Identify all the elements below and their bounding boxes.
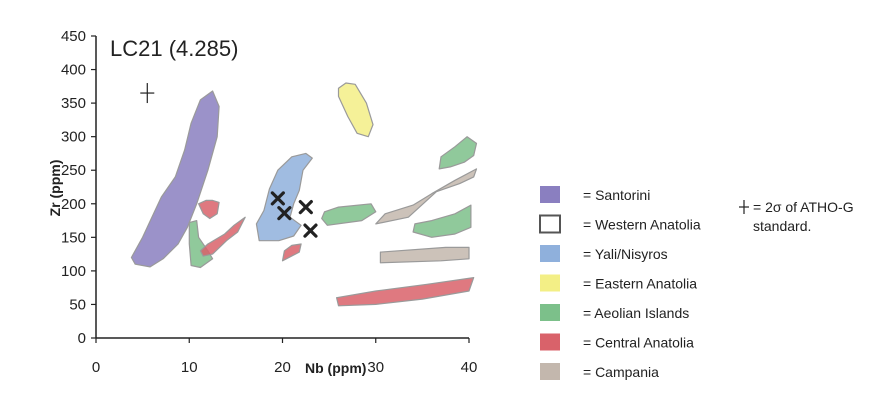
x-tick-label: 20 (274, 359, 291, 376)
legend-swatch (540, 245, 560, 262)
legend-swatch (540, 274, 560, 292)
legend-note-line-1: = 2σ of ATHO-G (753, 199, 854, 215)
legend-label: = Santorini (583, 187, 650, 203)
legend-swatch (540, 363, 560, 380)
sample-cross (303, 223, 318, 238)
y-tick-label: 400 (61, 62, 86, 79)
x-tick-label: 10 (181, 359, 198, 376)
legend-swatch (539, 214, 561, 234)
field-aeolian-islands (412, 204, 472, 238)
field-central-anatolia (281, 243, 302, 262)
legend-label: = Yali/Nisyros (583, 246, 668, 262)
y-ticks: 0 50 100 150 200 250 300 350 400 450 (61, 28, 96, 347)
x-tick-label: 0 (92, 359, 100, 376)
y-tick-label: 450 (61, 28, 86, 45)
legend-label: = Aeolian Islands (583, 305, 689, 321)
legend-entry: = Aeolian Islands (540, 304, 689, 321)
field-campania (375, 168, 478, 225)
legend-note-line-2: standard. (753, 218, 811, 234)
legend-swatch (540, 304, 560, 321)
field-eastern-anatolia (337, 82, 374, 138)
legend-entry: = Eastern Anatolia (540, 274, 697, 292)
error-bar-icon (739, 200, 749, 214)
y-tick-label: 200 (61, 196, 86, 213)
legend-entry: = Santorini (540, 186, 650, 203)
field-campania (379, 246, 470, 264)
y-tick-label: 300 (61, 129, 86, 146)
field-aeolian-islands (321, 203, 377, 226)
sample-marks (140, 83, 318, 238)
legend-swatch (540, 333, 560, 351)
legend-label: = Campania (583, 364, 659, 380)
legend: = Santorini = Western Anatolia = Yali/Nisy… (539, 186, 701, 380)
y-axis-title: Zr (ppm) (47, 160, 63, 217)
field-yali-nisyros (255, 152, 313, 242)
field-central-anatolia (199, 216, 246, 257)
legend-entry: = Central Anatolia (540, 333, 694, 351)
field-central-anatolia (198, 199, 220, 220)
y-tick-label: 0 (78, 330, 86, 347)
compositional-fields (130, 82, 478, 307)
x-axis-title: Nb (ppm) (305, 360, 366, 376)
y-tick-label: 350 (61, 95, 86, 112)
error-bar-marker (140, 83, 155, 104)
legend-label: = Eastern Anatolia (583, 276, 697, 292)
y-tick-label: 100 (61, 263, 86, 280)
sample-cross (270, 191, 285, 206)
legend-label: = Central Anatolia (583, 335, 694, 351)
legend-swatch (540, 186, 560, 203)
legend-entry: = Yali/Nisyros (540, 245, 668, 262)
x-tick-label: 40 (461, 359, 478, 376)
legend-entry: = Western Anatolia (539, 214, 701, 234)
legend-entry: = Campania (540, 363, 659, 380)
chart-title: LC21 (4.285) (110, 36, 238, 61)
x-ticks: 0 10 20 30 40 (92, 338, 478, 376)
y-tick-label: 150 (61, 229, 86, 246)
legend-label: = Western Anatolia (583, 217, 701, 233)
y-tick-label: 250 (61, 162, 86, 179)
field-central-anatolia (336, 277, 475, 307)
field-santorini (130, 90, 220, 268)
legend-note: = 2σ of ATHO-G standard. (739, 199, 854, 234)
field-aeolian-islands (438, 136, 478, 170)
x-tick-label: 30 (367, 359, 384, 376)
y-tick-label: 50 (69, 296, 86, 313)
sample-cross (298, 200, 313, 215)
sample-cross (277, 206, 292, 221)
